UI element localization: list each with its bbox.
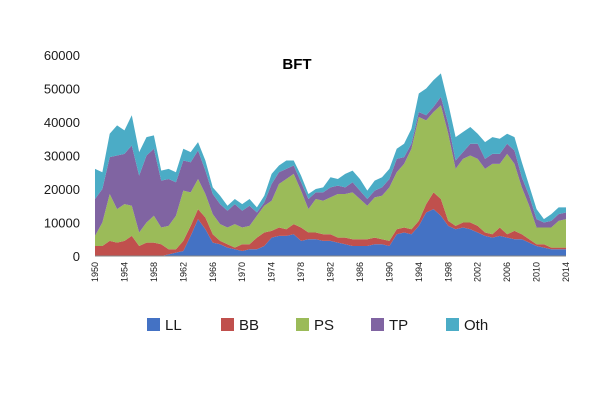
area-series-tp [95,96,566,236]
x-tick-label: 1994 [414,262,424,282]
x-tick-label: 1950 [90,262,100,282]
x-tick-label: 2006 [502,262,512,282]
area-series-ps [95,105,566,250]
legend-swatch [371,318,384,331]
y-tick-label: 20000 [44,182,80,197]
x-tick-label: 1974 [267,262,277,282]
legend: LL BB PS TP Oth [147,317,488,334]
axes-layer: 0 10000 20000 30000 40000 50000 60000 1950 1954 1… [44,48,571,282]
x-tick-label: 1962 [178,262,188,282]
x-tick-label: 1998 [443,262,453,282]
y-tick-label: 50000 [44,82,80,97]
y-tick-label: 60000 [44,48,80,63]
legend-label: LL [165,317,182,334]
x-tick-label: 1978 [296,262,306,282]
legend-item-oth: Oth [446,317,488,334]
x-tick-label: 1986 [355,262,365,282]
y-tick-label: 0 [73,249,80,264]
area-series-ll [95,209,566,256]
x-tick-label: 1982 [326,262,336,282]
x-tick-label: 2010 [532,262,542,282]
legend-label: PS [314,317,334,334]
x-tick-label: 1990 [384,262,394,282]
legend-item-ps: PS [296,317,334,334]
legend-swatch [296,318,309,331]
areas-layer [95,73,566,256]
legend-label: Oth [464,317,488,334]
area-series-bb [95,192,566,256]
legend-swatch [446,318,459,331]
x-tick-label: 2014 [561,262,571,282]
x-tick-label: 1954 [119,262,129,282]
x-tick-label: 2002 [473,262,483,282]
legend-swatch [221,318,234,331]
legend-item-bb: BB [221,317,259,334]
legend-label: BB [239,317,259,334]
legend-item-tp: TP [371,317,408,334]
area-series-oth [95,73,566,223]
legend-item-ll: LL [147,317,182,334]
legend-swatch [147,318,160,331]
y-tick-label: 40000 [44,115,80,130]
x-tick-label: 1966 [208,262,218,282]
x-tick-label: 1970 [237,262,247,282]
legend-label: TP [389,317,408,334]
chart-title: BFT [282,56,311,73]
y-tick-label: 10000 [44,216,80,231]
y-tick-label: 30000 [44,149,80,164]
x-tick-label: 1958 [149,262,159,282]
